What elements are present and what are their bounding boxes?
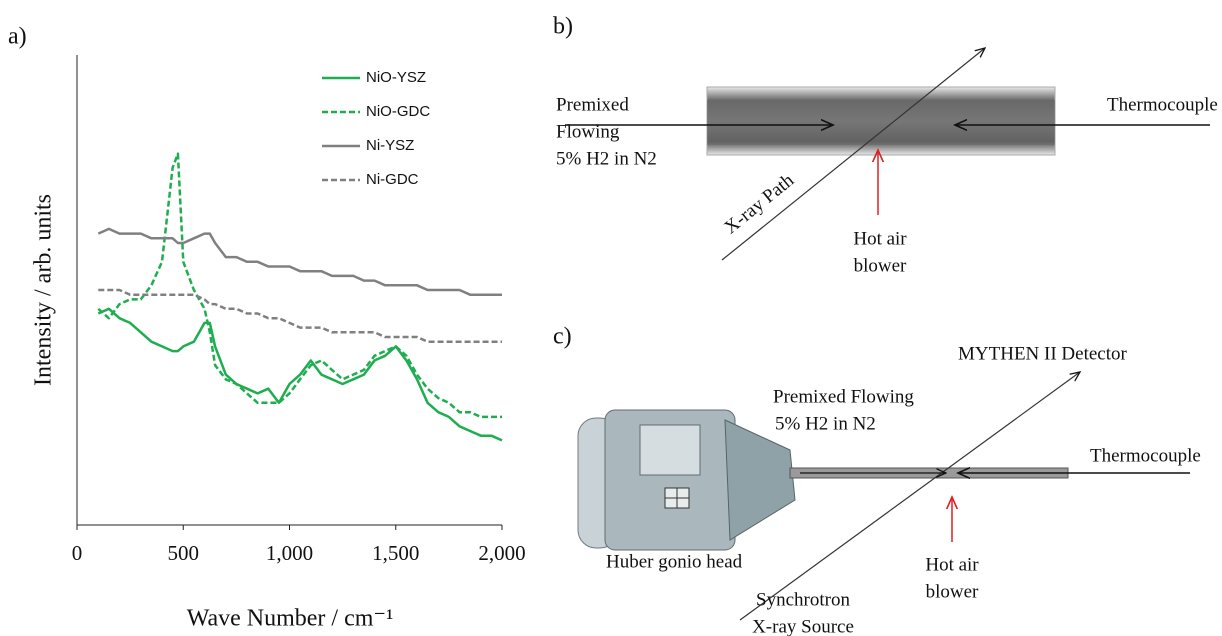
label: Huber gonio head <box>606 551 743 572</box>
label: Thermocouple <box>1090 445 1201 466</box>
panel-label: a) <box>8 24 27 50</box>
label: X-ray Path <box>720 170 798 239</box>
label: Flowing <box>556 121 620 142</box>
label: Hot air <box>853 228 907 249</box>
legend-label: Ni-YSZ <box>366 137 414 154</box>
x-tick-label: 500 <box>168 541 200 565</box>
xray-arrow <box>739 372 1080 621</box>
label: 5% H2 in N2 <box>556 148 657 169</box>
label: Premixed <box>556 94 629 115</box>
xray-arrow <box>721 48 985 261</box>
label: Hot air <box>925 554 979 575</box>
x-axis-label: Wave Number / cm⁻¹ <box>187 606 394 632</box>
legend-label: NiO-GDC <box>366 103 430 120</box>
label: Thermocouple <box>1107 94 1218 115</box>
label: blower <box>854 255 907 276</box>
label: MYTHEN II Detector <box>958 343 1128 364</box>
panel-label: c) <box>553 324 572 350</box>
label: X-ray Source <box>752 616 854 636</box>
series-line <box>97 227 502 296</box>
chart: 0 500 1,000 1,500 2,000 NiO-YSZ NiO-GDC Ni-YSZ N… <box>72 55 526 565</box>
y-axis-label: Intensity / arb. units <box>31 194 57 386</box>
sample-bed <box>707 100 1055 145</box>
legend-label: Ni-GDC <box>366 171 419 188</box>
x-tick-label: 1,500 <box>372 541 419 565</box>
label: Synchrotron <box>756 589 850 610</box>
x-tick-label: 0 <box>72 541 83 565</box>
legend-label: NiO-YSZ <box>366 69 426 86</box>
series-line <box>97 152 502 419</box>
x-tick-label: 2,000 <box>478 541 525 565</box>
label: Premixed Flowing <box>773 386 914 407</box>
series-line <box>98 288 502 343</box>
gonio-head <box>577 409 796 551</box>
label: 5% H2 in N2 <box>775 413 876 434</box>
x-tick-label: 1,000 <box>266 541 313 565</box>
label: blower <box>926 581 979 602</box>
panel-label: b) <box>553 14 573 40</box>
series-line <box>97 307 503 442</box>
